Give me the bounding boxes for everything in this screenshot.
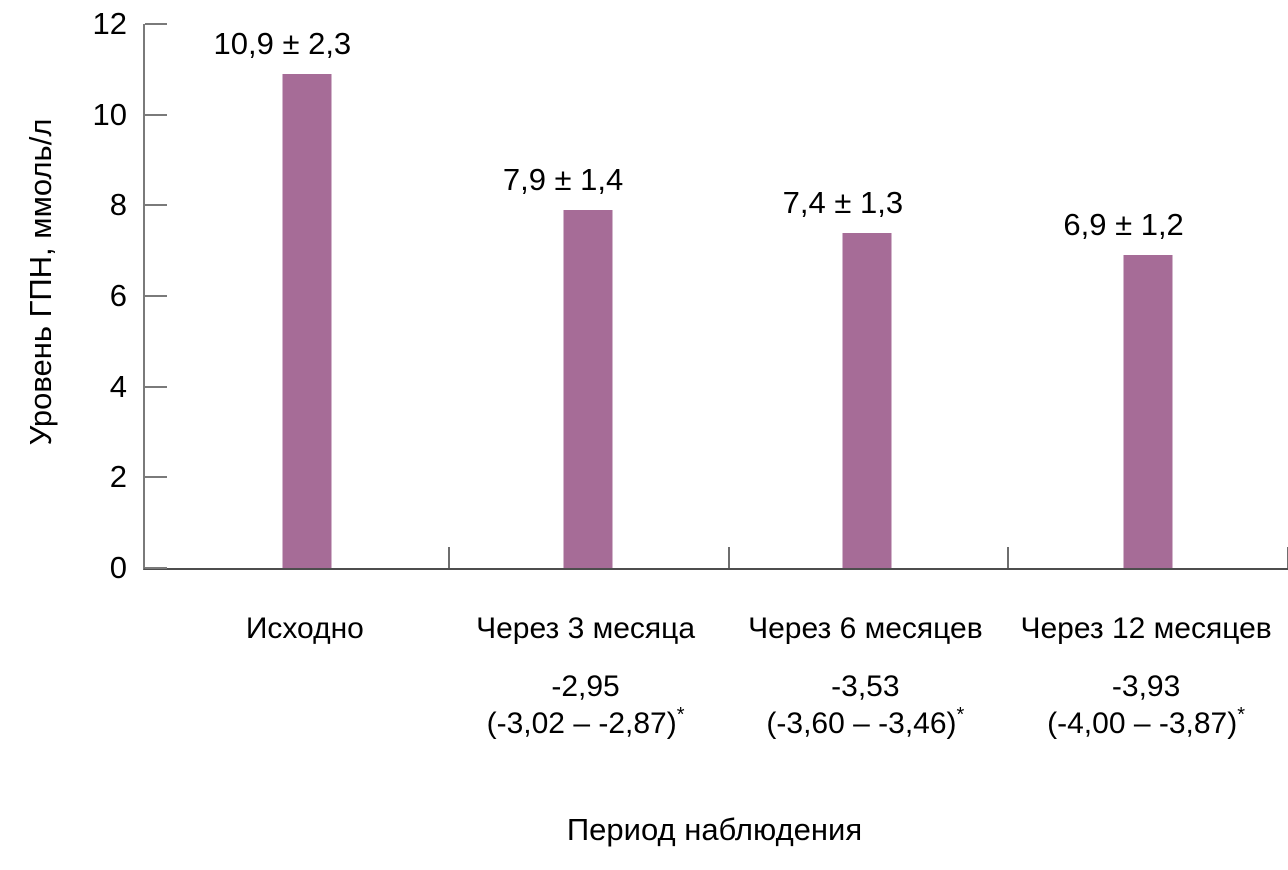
y-tick-mark bbox=[145, 204, 167, 207]
x-category-group-3-months: Через 3 месяца -2,95 (-3,02 – -2,87)* bbox=[476, 612, 695, 744]
y-tick-label: 4 bbox=[109, 368, 127, 404]
y-tick-label: 10 bbox=[92, 96, 127, 132]
y-tick-label: 0 bbox=[109, 550, 127, 585]
change-value: -3,93 bbox=[1111, 670, 1181, 703]
category-label: Через 3 месяца bbox=[476, 612, 696, 645]
category-label: Через 12 месяцев bbox=[1020, 612, 1272, 645]
confidence-interval: (-3,02 – -2,87)* bbox=[476, 704, 695, 744]
y-tick-label: 12 bbox=[92, 6, 127, 41]
x-tick-mark bbox=[1007, 547, 1010, 568]
bar-baseline: 10,9 ± 2,3 bbox=[214, 26, 351, 568]
bar-value-label: 10,9 ± 2,3 bbox=[213, 25, 352, 61]
x-tick-mark bbox=[727, 547, 730, 568]
confidence-interval: (-4,00 – -3,87)* bbox=[1020, 704, 1271, 744]
bar-3-months: 7,9 ± 1,4 bbox=[503, 162, 623, 568]
y-tick-mark bbox=[145, 295, 167, 297]
y-axis-title: Уровень ГПН, ммоль/л bbox=[23, 118, 58, 446]
x-axis-title: Период наблюдения bbox=[566, 812, 863, 847]
confidence-interval-text: (-4,00 – -3,87) bbox=[1047, 707, 1238, 740]
confidence-interval: (-3,60 – -3,46)* bbox=[748, 704, 983, 744]
confidence-interval-text: (-3,60 – -3,46) bbox=[766, 707, 957, 740]
y-tick-mark bbox=[145, 385, 167, 388]
x-category-group-6-months: Через 6 месяцев -3,53 (-3,60 – -3,46)* bbox=[748, 612, 983, 744]
x-axis-labels: Исходно Через 3 месяца -2,95 (-3,02 – -2… bbox=[143, 612, 1286, 762]
y-tick-mark bbox=[145, 113, 167, 116]
bar-6-months: 7,4 ± 1,3 bbox=[783, 185, 903, 568]
bar-value-label: 7,9 ± 1,4 bbox=[502, 161, 624, 197]
category-label: Исходно bbox=[245, 612, 364, 645]
x-category-group-baseline: Исходно bbox=[246, 612, 364, 670]
significance-star: * bbox=[1237, 704, 1246, 726]
confidence-interval-text: (-3,02 – -2,87) bbox=[486, 707, 677, 740]
y-tick-label: 2 bbox=[109, 459, 127, 495]
significance-star: * bbox=[676, 704, 685, 726]
significance-star: * bbox=[956, 704, 965, 726]
change-value: -3,53 bbox=[831, 670, 900, 703]
category-label: Через 6 месяцев bbox=[748, 612, 983, 645]
x-tick-mark bbox=[447, 547, 450, 568]
x-category-group-12-months: Через 12 месяцев -3,93 (-4,00 – -3,87)* bbox=[1020, 612, 1271, 744]
y-tick-mark bbox=[145, 567, 167, 569]
y-tick-label: 8 bbox=[109, 187, 127, 223]
y-tick-label: 6 bbox=[109, 278, 127, 313]
change-value: -2,95 bbox=[551, 670, 620, 703]
bar-value-label: 6,9 ± 1,2 bbox=[1063, 207, 1184, 243]
y-tick-mark bbox=[145, 476, 167, 479]
plot-area: 0 2 4 6 8 10 12 bbox=[93, 6, 1288, 585]
bar-12-months: 6,9 ± 1,2 bbox=[1063, 207, 1184, 568]
y-tick-mark bbox=[145, 23, 167, 25]
bar-value-label: 7,4 ± 1,3 bbox=[782, 184, 904, 220]
